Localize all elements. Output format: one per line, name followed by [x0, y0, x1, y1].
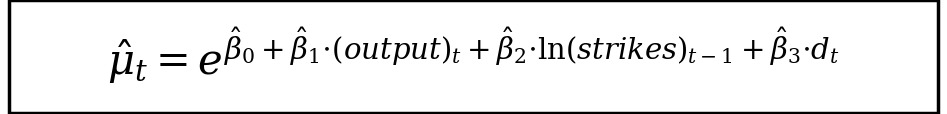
Text: $\hat{\mu}_t = e^{\hat{\beta}_0 + \hat{\beta}_1{\cdot}(output)_t + \hat{\beta}_2: $\hat{\mu}_t = e^{\hat{\beta}_0 + \hat{\…	[107, 25, 840, 85]
